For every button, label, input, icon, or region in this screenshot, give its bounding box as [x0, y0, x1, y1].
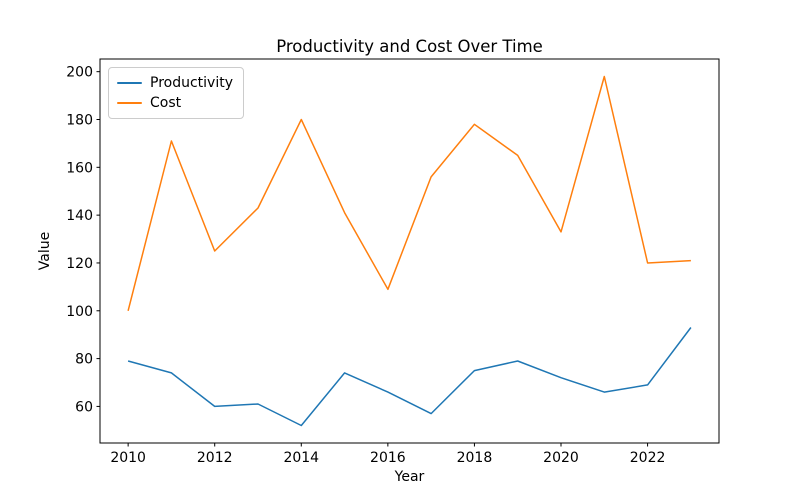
- x-axis-label: Year: [394, 469, 425, 485]
- x-tick-label: 2010: [110, 450, 146, 466]
- productivity-line-swatch: [117, 81, 142, 84]
- legend-entry-cost: Cost: [117, 93, 233, 112]
- legend: Productivity Cost: [108, 67, 244, 119]
- x-tick-label: 2012: [197, 450, 233, 466]
- y-tick-label: 60: [75, 399, 93, 415]
- y-tick-label: 200: [66, 65, 93, 81]
- cost-line: [127, 75, 691, 311]
- x-tick-label: 2022: [630, 450, 666, 466]
- x-tick-label: 2018: [457, 450, 493, 466]
- legend-entry-productivity: Productivity: [117, 73, 233, 92]
- y-tick-label: 160: [66, 160, 93, 176]
- y-axis-label: Value: [37, 231, 53, 271]
- x-tick-label: 2020: [543, 450, 579, 466]
- plot-border: [99, 58, 720, 444]
- y-tick-label: 120: [66, 256, 93, 272]
- x-tick-label: 2014: [283, 450, 319, 466]
- productivity-line: [127, 327, 692, 427]
- y-tick-label: 140: [66, 208, 93, 224]
- x-tick-label: 2016: [370, 450, 406, 466]
- y-tick-label: 100: [66, 304, 93, 320]
- chart-title: Productivity and Cost Over Time: [276, 37, 543, 56]
- y-tick-label: 180: [66, 112, 93, 128]
- y-tick-label: 80: [75, 352, 93, 368]
- legend-label-cost: Cost: [150, 94, 182, 111]
- cost-line-swatch: [117, 101, 142, 104]
- legend-label-productivity: Productivity: [150, 74, 233, 91]
